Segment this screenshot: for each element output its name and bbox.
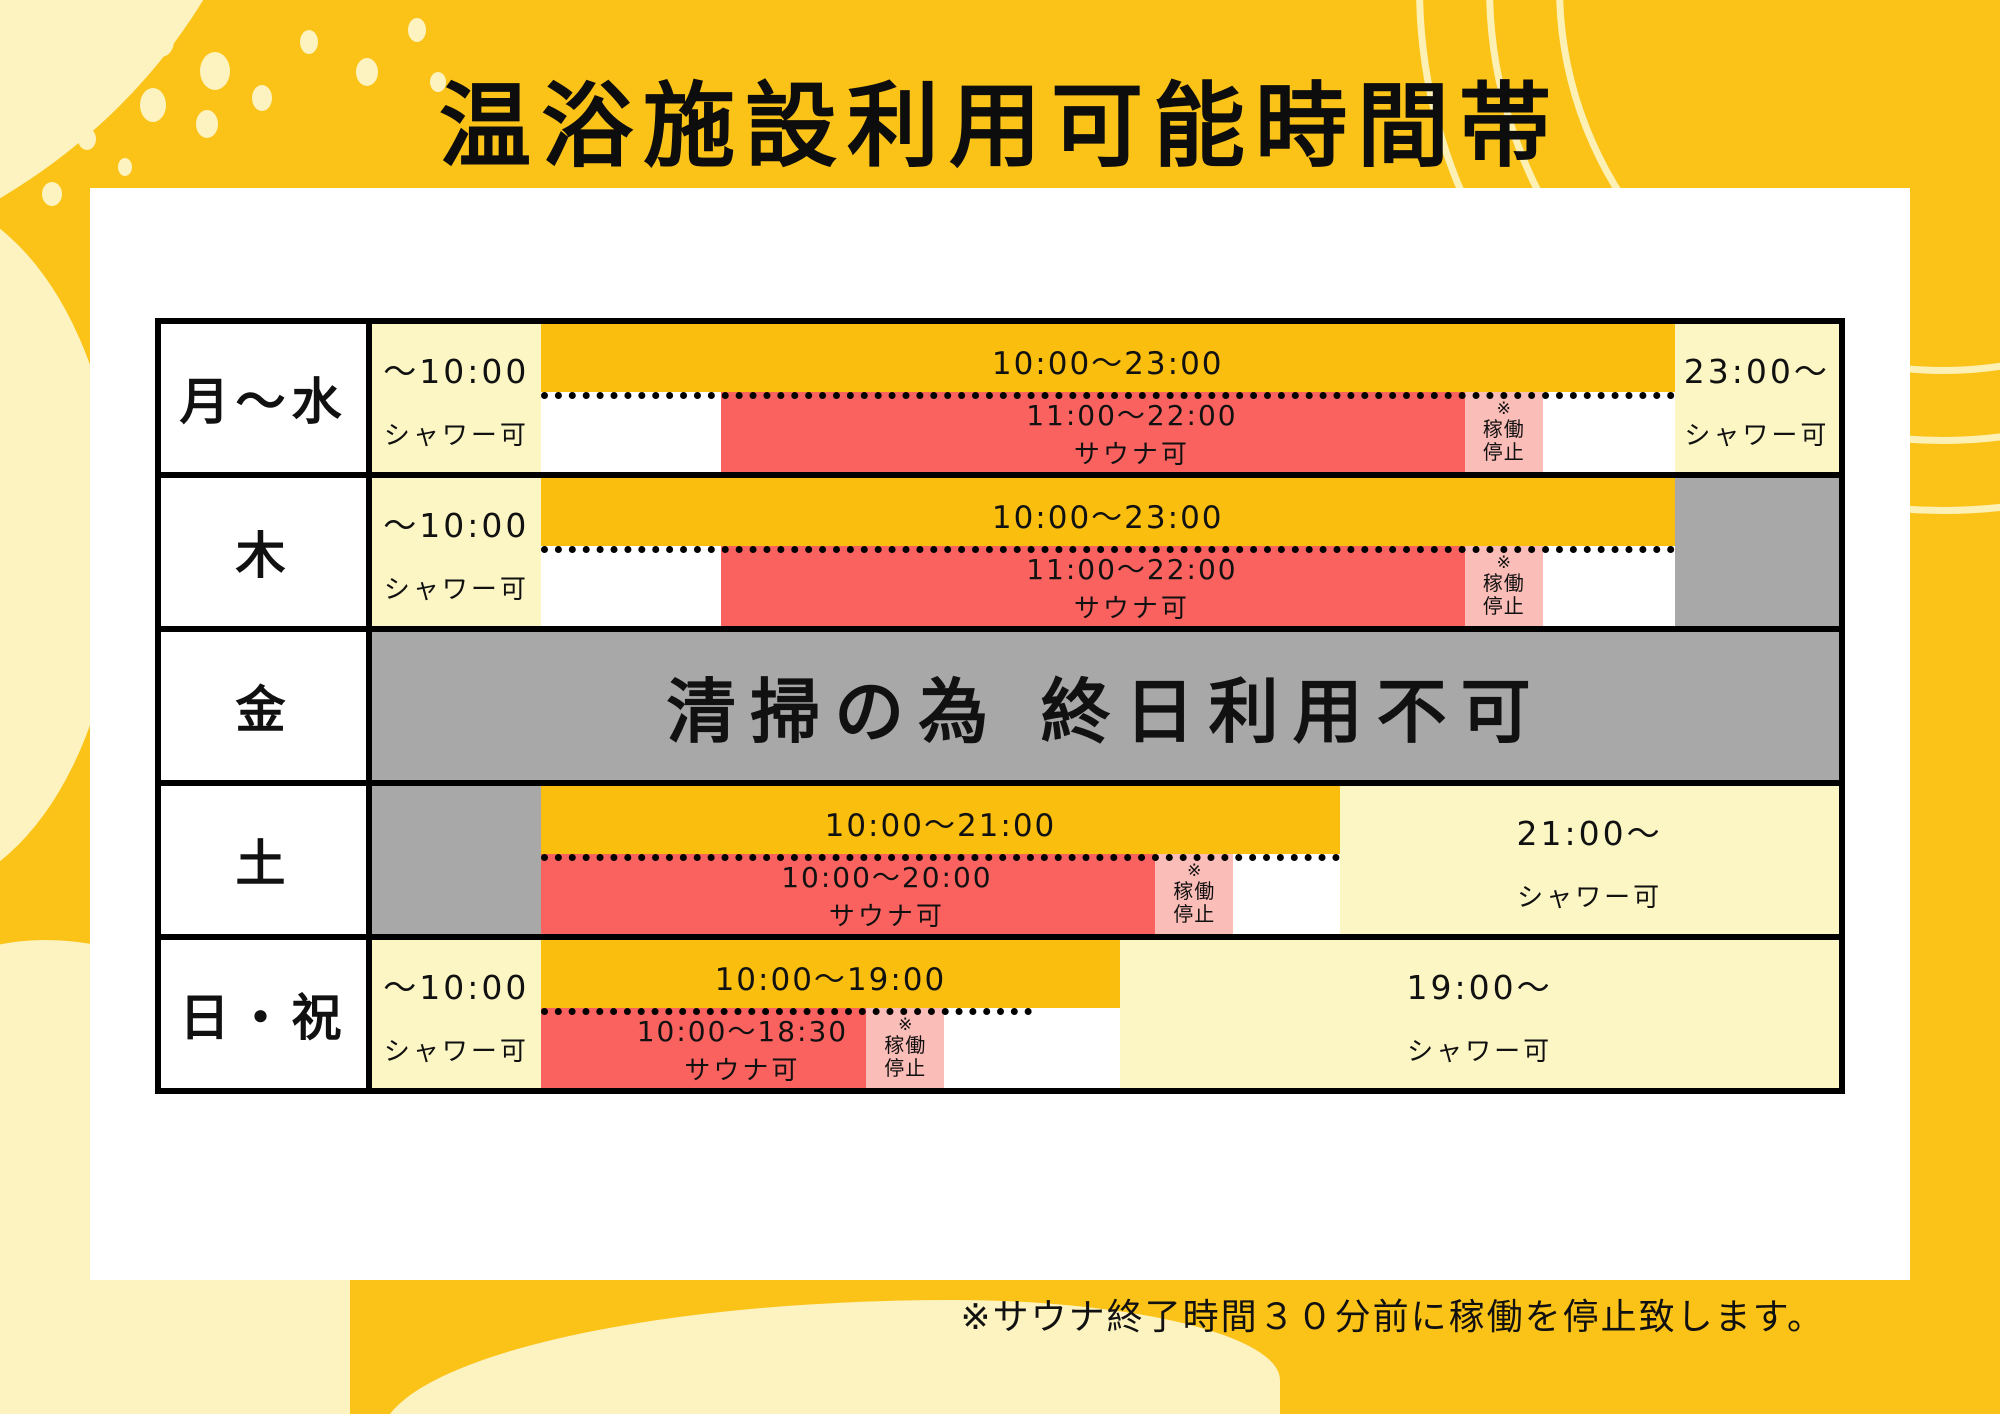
bath-time: 10:00〜23:00 [991, 345, 1224, 382]
decor-dot-14 [42, 182, 62, 206]
day-label: 月〜水 [179, 373, 348, 431]
sauna-time: 10:00〜18:30 [636, 1014, 849, 1048]
table-row: 月〜水 〜10:00 シャワー可 10:00〜23:00 浴室利用可 [158, 321, 1842, 475]
sauna-stop-mark: ※ [898, 1014, 913, 1035]
sauna-stop-block: ※ 稼働 停止 [1464, 392, 1543, 472]
day-label: 金 [235, 681, 292, 739]
sauna-stop-block: ※ 稼働 停止 [1464, 546, 1543, 626]
sauna-stop-line1: 稼働 [1482, 416, 1525, 441]
shower-evening-segment: 19:00〜 シャワー可 [1120, 940, 1839, 1088]
bath-sauna-divider [540, 1008, 1033, 1015]
footnote-text: ※サウナ終了時間３０分前に稼働を停止致します。 [960, 1297, 1825, 1338]
timeline-track: 10:00〜21:00 浴室利用可 21:00〜 シャワー可 10:00〜20:… [372, 786, 1839, 934]
day-label: 木 [235, 527, 292, 585]
shower-evening-time: 21:00〜 [1516, 813, 1663, 853]
bath-time: 10:00〜21:00 [824, 807, 1057, 844]
table-row: 日・祝 〜10:00 シャワー可 10:00〜19:00 浴室利用可 [158, 937, 1842, 1091]
shower-evening-time: 23:00〜 [1683, 351, 1830, 391]
bath-time: 10:00〜19:00 [714, 961, 947, 998]
sauna-segment: 11:00〜22:00 サウナ可 [721, 546, 1543, 626]
table-row: 土 10:00〜21:00 浴室利用可 21:00〜 シャワー可 [158, 783, 1842, 937]
table-row: 木 〜10:00 シャワー可 10:00〜23:00 浴室利用可 [158, 475, 1842, 629]
shower-morning-segment: 〜10:00 シャワー可 [372, 478, 541, 626]
shower-evening-label: シャワー可 [1517, 882, 1663, 913]
timeline-track: 〜10:00 シャワー可 10:00〜19:00 浴室利用可 19:00〜 シャ… [372, 940, 1839, 1088]
sauna-segment: 10:00〜20:00 サウナ可 [540, 854, 1234, 934]
decor-dot-10 [408, 18, 426, 42]
sauna-stop-mark: ※ [1496, 398, 1511, 419]
shower-morning-label: シャワー可 [383, 1036, 529, 1067]
day-label-cell: 土 [158, 783, 372, 937]
sauna-stop-line2: 停止 [1173, 901, 1216, 926]
shower-evening-segment: 21:00〜 シャワー可 [1340, 786, 1839, 934]
row-timeline-cell: 〜10:00 シャワー可 10:00〜23:00 浴室利用可 23:00〜 シャ… [369, 321, 1842, 475]
shower-morning-label: シャワー可 [383, 420, 529, 451]
sauna-time: 11:00〜22:00 [1026, 552, 1238, 586]
sauna-segment: 11:00〜22:00 サウナ可 [721, 392, 1543, 472]
content-card-footer [90, 1088, 1910, 1280]
day-label-cell: 日・祝 [158, 937, 372, 1091]
row-timeline-cell: 清掃の為 終日利用不可 [369, 629, 1842, 783]
table-row: 金 清掃の為 終日利用不可 [158, 629, 1842, 783]
row-timeline-cell: 〜10:00 シャワー可 10:00〜23:00 浴室利用可 11:00〜22:… [369, 475, 1842, 629]
sauna-time: 10:00〜20:00 [781, 860, 993, 894]
shower-evening-label: シャワー可 [1684, 420, 1830, 451]
day-label: 土 [235, 835, 292, 893]
sauna-label: サウナ可 [1073, 439, 1190, 470]
sauna-time: 11:00〜22:00 [1026, 398, 1238, 432]
timeline-track: 〜10:00 シャワー可 10:00〜23:00 浴室利用可 11:00〜22:… [372, 478, 1839, 626]
day-label: 日・祝 [179, 989, 348, 1047]
unavailable-segment-right [1674, 478, 1839, 626]
sauna-label: サウナ可 [684, 1055, 801, 1086]
closed-all-day-segment: 清掃の為 終日利用不可 [372, 632, 1839, 780]
row-timeline-cell: 10:00〜21:00 浴室利用可 21:00〜 シャワー可 10:00〜20:… [369, 783, 1842, 937]
sauna-stop-mark: ※ [1496, 552, 1511, 573]
sauna-label: サウナ可 [1073, 593, 1190, 624]
page-title: 温浴施設利用可能時間帯 [438, 73, 1561, 180]
bath-sauna-divider [540, 392, 1675, 399]
decor-dot-1 [62, 22, 86, 52]
bath-sauna-divider [540, 546, 1675, 553]
shower-morning-segment: 〜10:00 シャワー可 [372, 324, 541, 472]
timeline-track: 〜10:00 シャワー可 10:00〜23:00 浴室利用可 23:00〜 シャ… [372, 324, 1839, 472]
sauna-stop-mark: ※ [1187, 860, 1202, 881]
sauna-stop-line1: 稼働 [884, 1032, 927, 1057]
shower-morning-segment: 〜10:00 シャワー可 [372, 940, 541, 1088]
sauna-stop-block: ※ 稼働 停止 [1155, 854, 1234, 934]
shower-evening-segment: 23:00〜 シャワー可 [1674, 324, 1839, 472]
day-label-cell: 月〜水 [158, 321, 372, 475]
shower-morning-time: 〜10:00 [383, 967, 530, 1007]
shower-evening-label: シャワー可 [1407, 1036, 1553, 1067]
schedule-table: 月〜水 〜10:00 シャワー可 10:00〜23:00 浴室利用可 [155, 318, 1845, 1094]
sauna-stop-line2: 停止 [884, 1055, 927, 1080]
bath-sauna-divider [540, 854, 1341, 861]
shower-evening-time: 19:00〜 [1406, 967, 1553, 1007]
shower-morning-time: 〜10:00 [383, 351, 530, 391]
sauna-stop-line2: 停止 [1482, 593, 1525, 618]
sauna-label: サウナ可 [828, 901, 945, 932]
sauna-stop-line1: 稼働 [1173, 878, 1216, 903]
row-timeline-cell: 〜10:00 シャワー可 10:00〜19:00 浴室利用可 19:00〜 シャ… [369, 937, 1842, 1091]
shower-morning-time: 〜10:00 [383, 505, 530, 545]
sauna-stop-line1: 稼働 [1482, 570, 1525, 595]
shower-morning-label: シャワー可 [383, 574, 529, 605]
day-label-cell: 金 [158, 629, 372, 783]
decor-dot-8 [300, 30, 318, 54]
closed-label: 清掃の為 終日利用不可 [666, 670, 1545, 753]
bath-time: 10:00〜23:00 [991, 499, 1224, 536]
sauna-stop-line2: 停止 [1482, 439, 1525, 464]
day-label-cell: 木 [158, 475, 372, 629]
unavailable-segment-left [372, 786, 541, 934]
sauna-stop-block: ※ 稼働 停止 [866, 1008, 945, 1088]
